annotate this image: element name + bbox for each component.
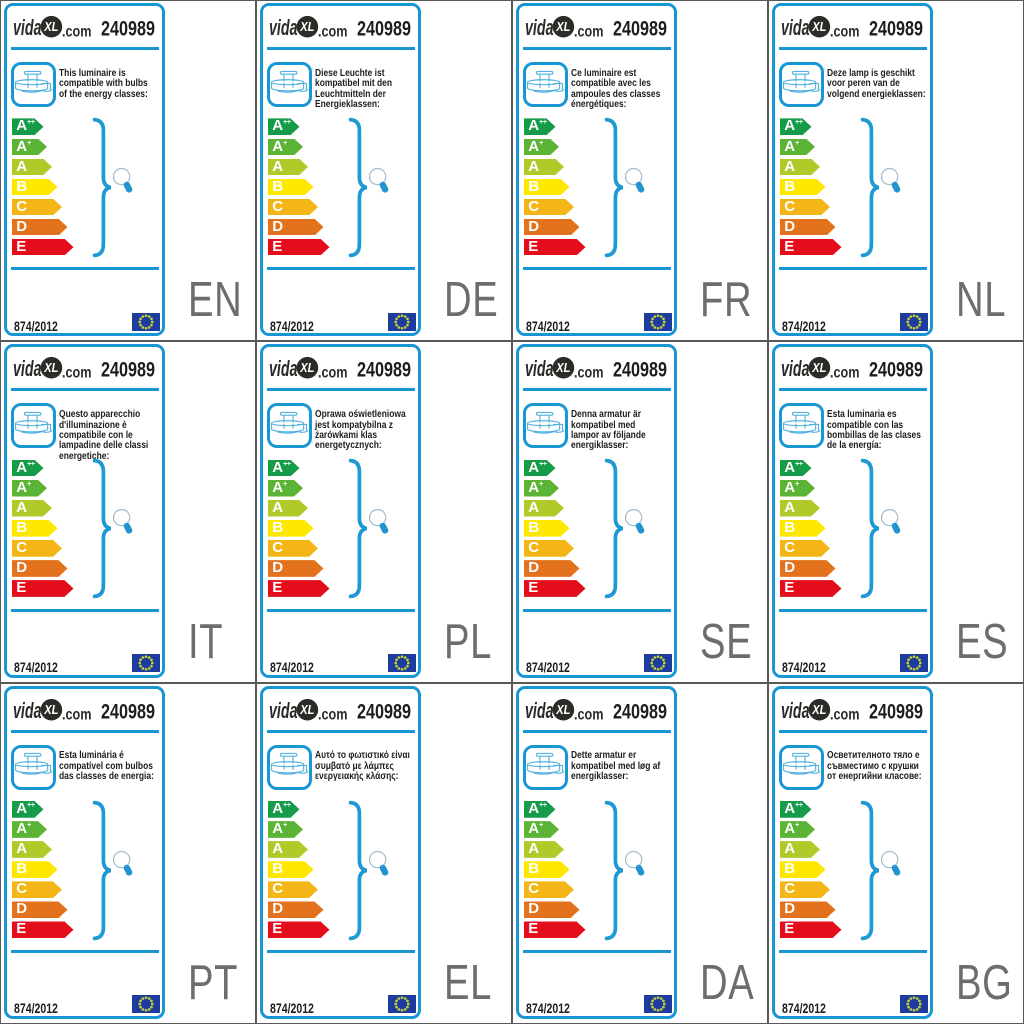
svg-text:XL: XL — [811, 20, 826, 34]
svg-text:vida: vida — [269, 15, 298, 40]
svg-text:vida: vida — [525, 356, 554, 381]
svg-text:XL: XL — [43, 20, 58, 34]
svg-text:vida: vida — [13, 15, 42, 40]
svg-text:240989: 240989 — [357, 16, 411, 40]
svg-text:240989: 240989 — [613, 699, 667, 723]
svg-text:XL: XL — [555, 362, 570, 376]
svg-text:.com: .com — [830, 23, 860, 40]
svg-text:240989: 240989 — [869, 358, 923, 382]
svg-text:.com: .com — [62, 706, 92, 723]
svg-text:240989: 240989 — [869, 699, 923, 723]
svg-text:XL: XL — [299, 362, 314, 376]
svg-text:vida: vida — [269, 697, 298, 722]
svg-text:vida: vida — [781, 15, 810, 40]
svg-text:XL: XL — [811, 703, 826, 717]
svg-text:.com: .com — [830, 706, 860, 723]
svg-text:.com: .com — [830, 365, 860, 382]
svg-text:vida: vida — [13, 356, 42, 381]
svg-text:vida: vida — [525, 15, 554, 40]
svg-text:XL: XL — [555, 703, 570, 717]
svg-text:vida: vida — [781, 697, 810, 722]
svg-text:240989: 240989 — [101, 699, 155, 723]
svg-text:XL: XL — [43, 703, 58, 717]
svg-text:240989: 240989 — [101, 358, 155, 382]
svg-text:.com: .com — [62, 23, 92, 40]
svg-text:XL: XL — [555, 20, 570, 34]
svg-text:XL: XL — [299, 703, 314, 717]
svg-text:.com: .com — [318, 706, 348, 723]
svg-text:vida: vida — [781, 356, 810, 381]
svg-text:vida: vida — [525, 697, 554, 722]
svg-text:.com: .com — [318, 365, 348, 382]
svg-text:.com: .com — [318, 23, 348, 40]
svg-text:vida: vida — [269, 356, 298, 381]
svg-text:240989: 240989 — [101, 16, 155, 40]
svg-text:240989: 240989 — [357, 358, 411, 382]
svg-text:XL: XL — [299, 20, 314, 34]
svg-text:XL: XL — [43, 362, 58, 376]
svg-text:.com: .com — [574, 23, 604, 40]
svg-text:XL: XL — [811, 362, 826, 376]
svg-text:.com: .com — [574, 706, 604, 723]
svg-text:.com: .com — [62, 365, 92, 382]
svg-text:240989: 240989 — [613, 358, 667, 382]
svg-text:240989: 240989 — [613, 16, 667, 40]
svg-text:.com: .com — [574, 365, 604, 382]
svg-text:vida: vida — [13, 697, 42, 722]
svg-text:240989: 240989 — [357, 699, 411, 723]
svg-text:240989: 240989 — [869, 16, 923, 40]
